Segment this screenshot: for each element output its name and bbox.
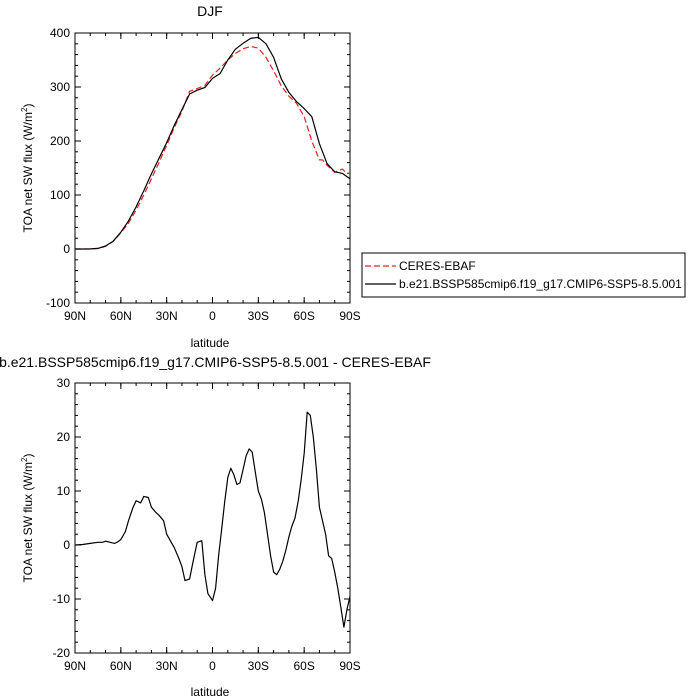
top-chart-title: DJF [197, 3, 223, 19]
y-tick-label: 0 [63, 538, 70, 552]
x-tick-label: 60S [293, 309, 314, 323]
x-tick-label: 0 [209, 659, 216, 673]
y-tick-label: 10 [57, 484, 71, 498]
series-line-0 [74, 411, 351, 628]
x-tick-label: 90N [64, 309, 86, 323]
x-tick-label: 60N [110, 309, 132, 323]
x-tick-label: 30S [248, 659, 269, 673]
series-line-1 [75, 36, 351, 250]
y-tick-label: 30 [57, 376, 71, 390]
bottom-plot-frame [74, 382, 351, 654]
series-line-0 [75, 45, 350, 250]
y-tick-label: 400 [50, 26, 70, 40]
top-plot-frame [74, 32, 351, 304]
x-tick-label: 60S [293, 659, 314, 673]
x-tick-label: 90N [64, 659, 86, 673]
bottom-x-axis-label: latitude [191, 685, 230, 699]
top-chart-legend: CERES-EBAF b.e21.BSSP585cmip6.f19_g17.CM… [361, 252, 686, 298]
y-tick-label: 300 [50, 80, 70, 94]
legend-entry-ceres: CERES-EBAF [399, 259, 476, 273]
legend-box [361, 252, 686, 298]
top-x-axis-label: latitude [191, 336, 230, 350]
bottom-y-axis-label: TOA net SW flux (W/m2) [20, 454, 35, 583]
x-tick-label: 30N [156, 659, 178, 673]
y-tick-label: -20 [53, 646, 71, 660]
x-tick-label: 30S [248, 309, 269, 323]
bottom-chart-title: b.e21.BSSP585cmip6.f19_g17.CMIP6-SSP5-8.… [0, 354, 431, 370]
top-y-axis-label: TOA net SW flux (W/m2) [20, 104, 35, 233]
y-tick-label: -10 [53, 592, 71, 606]
top-chart: DJF -100 0 100 200 300 400 90N 60N 30N 0 30S 60S 90… [20, 3, 686, 350]
x-tick-label: 90S [339, 309, 360, 323]
x-tick-label: 0 [209, 309, 216, 323]
x-tick-label: 90S [339, 659, 360, 673]
y-tick-label: 100 [50, 188, 70, 202]
y-tick-label: 200 [50, 134, 70, 148]
x-tick-label: 60N [110, 659, 132, 673]
bottom-chart: b.e21.BSSP585cmip6.f19_g17.CMIP6-SSP5-8.… [0, 354, 431, 699]
y-tick-label: 20 [57, 430, 71, 444]
x-tick-label: 30N [156, 309, 178, 323]
y-tick-label: -100 [46, 296, 70, 310]
y-tick-label: 0 [63, 242, 70, 256]
legend-entry-model: b.e21.BSSP585cmip6.f19_g17.CMIP6-SSP5-8.… [399, 277, 682, 291]
